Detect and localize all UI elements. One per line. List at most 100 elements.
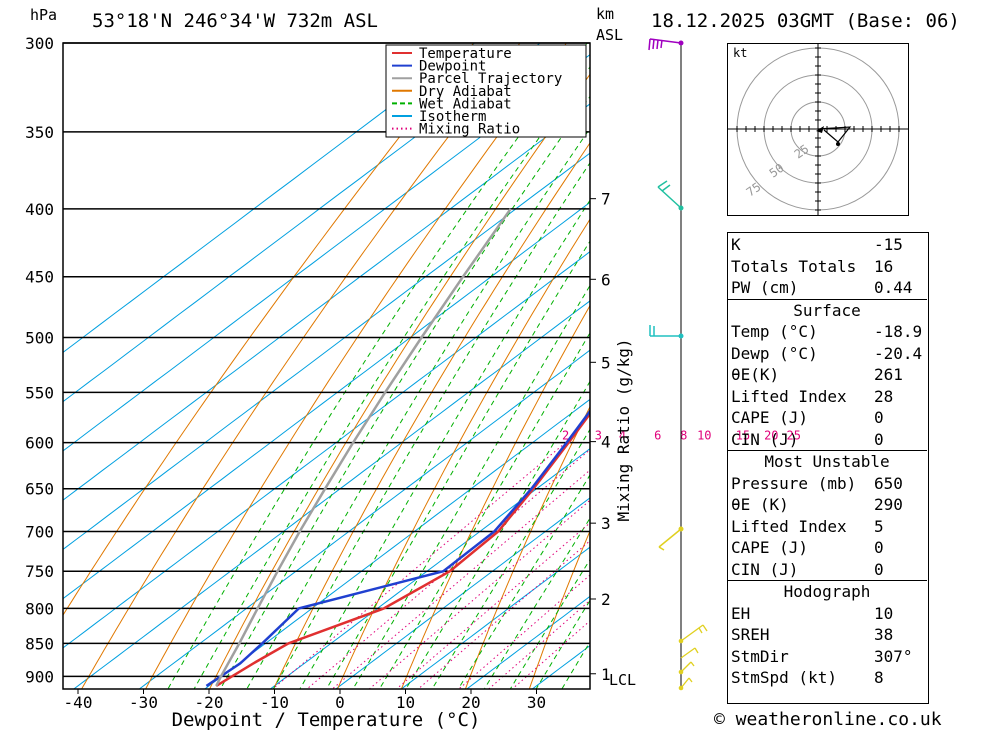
- profile-lines: [205, 208, 590, 687]
- wet-adiabat-line: [167, 43, 588, 689]
- pressure-tick-label: 650: [25, 480, 54, 499]
- index-value: 290: [873, 495, 903, 515]
- surface-row: Temp (°C) -18.9: [727, 321, 927, 343]
- index-value: -15: [873, 235, 903, 255]
- index-label: CIN (J): [731, 559, 799, 579]
- wet-adiabat-line: [405, 380, 590, 689]
- isotherm-line: [73, 300, 590, 689]
- index-value: 650: [873, 473, 903, 493]
- km-label: km: [596, 5, 615, 23]
- mixing-ratio-line: [417, 540, 590, 689]
- x-axis-title: Dewpoint / Temperature (°C): [172, 709, 481, 731]
- index-label: Pressure (mb): [731, 473, 857, 493]
- mixing-ratio-axis-title: Mixing Ratio (g/kg): [614, 338, 633, 521]
- hodo-row: EH 10: [727, 603, 927, 625]
- index-label: K: [731, 235, 741, 255]
- location-title: 53°18'N 246°34'W 732m ASL: [92, 10, 378, 32]
- x-tick-label: 30: [527, 693, 546, 712]
- profile-dewpoint: [205, 409, 590, 687]
- index-value: -18.9: [873, 322, 923, 342]
- pressure-tick-label: 350: [25, 123, 54, 142]
- index-label: Temp (°C): [731, 322, 818, 342]
- legend-label: Temperature: [419, 46, 512, 62]
- x-tick-label: 0: [335, 693, 345, 712]
- hodograph-section-title: Hodograph: [783, 582, 871, 602]
- pressure-tick-label: 750: [25, 562, 54, 581]
- index-label: SREH: [731, 625, 770, 645]
- surface-row: Dewp (°C) -20.4: [727, 343, 927, 365]
- mixing-ratio-line: [272, 442, 566, 689]
- hpa-label: hPa: [30, 6, 58, 24]
- pressure-tick-label: 550: [25, 383, 54, 402]
- storm-motion-point: [836, 142, 840, 146]
- dry-adiabat-line: [528, 529, 590, 689]
- index-label: Lifted Index: [731, 516, 847, 536]
- pressure-tick-label: 900: [25, 667, 54, 686]
- wind-barb-700: [658, 528, 682, 551]
- surface-row: Lifted Index 28: [727, 386, 927, 408]
- mixing-ratio-label: 8: [680, 429, 687, 443]
- hodograph-box: kt 25 50 75: [727, 43, 909, 216]
- index-value: -20.4: [873, 343, 923, 363]
- pressure-tick-label: 600: [25, 434, 54, 453]
- wet-adiabat-line: [352, 284, 590, 689]
- mixing-ratio-label: 15: [736, 429, 750, 443]
- pressure-axis: 300 350 400 450 500 550 600 650 700 750 800 850 900: [25, 34, 54, 686]
- profile-parcel-trajectory: [215, 208, 512, 687]
- isotherm-line: [63, 103, 590, 501]
- isotherm-line: [63, 43, 475, 354]
- km-tick-label: 7: [601, 190, 611, 209]
- wet-adiabat-line: [535, 599, 590, 689]
- isotherm-line: [63, 54, 590, 452]
- mixing-ratio-label: 4: [619, 429, 626, 443]
- index-value: 10: [873, 603, 894, 623]
- mixing-ratio-label: 3: [595, 429, 602, 443]
- index-label: θE(K): [731, 365, 780, 385]
- dry-adiabat-line: [145, 43, 567, 689]
- legend-label: Dry Adiabat: [419, 84, 512, 100]
- index-label: θE (K): [731, 495, 789, 515]
- dry-adiabat-line: [464, 405, 590, 689]
- unstable-row: Lifted Index 5: [727, 516, 927, 538]
- index-row: PW (cm) 0.44: [727, 277, 927, 299]
- wet-adiabat-line: [246, 127, 590, 689]
- km-tick-label: 2: [601, 590, 611, 609]
- background-lines: [63, 43, 590, 689]
- x-tick-label: 20: [461, 693, 480, 712]
- km-tick-label: 5: [601, 353, 611, 372]
- dry-adiabat-line: [337, 218, 590, 689]
- km-tick-label: 6: [601, 270, 611, 289]
- asl-label: ASL: [596, 26, 624, 44]
- lcl-label: LCL: [609, 671, 636, 689]
- pressure-tick-label: 800: [25, 599, 54, 618]
- index-label: PW (cm): [731, 278, 799, 298]
- index-value: 0: [873, 538, 884, 558]
- legend-label: Mixing Ratio: [419, 122, 520, 138]
- wet-adiabat-line: [219, 95, 590, 689]
- index-row: K -15: [727, 234, 927, 256]
- mixing-ratio-label: 25: [786, 429, 800, 443]
- index-value: 307°: [873, 646, 913, 666]
- km-tick-label: 3: [601, 514, 611, 533]
- index-label: CAPE (J): [731, 538, 809, 558]
- index-label: Lifted Index: [731, 386, 847, 406]
- surface-row: CIN (J) 0: [727, 429, 927, 451]
- legend-label: Wet Adiabat: [419, 96, 512, 112]
- wet-adiabat-line: [483, 517, 590, 689]
- hodograph: kt 25 50 75: [728, 44, 908, 215]
- wet-adiabat-line: [509, 558, 590, 689]
- isotherm-line: [270, 448, 590, 689]
- surface-row: θE(K) 261: [727, 364, 927, 386]
- wind-barb-500: [649, 325, 681, 337]
- unstable-row: Pressure (mb) 650: [727, 473, 927, 495]
- index-value: 0: [873, 429, 884, 449]
- mixing-ratio-labels: 2 3 4 6 8 10 15 20 25: [562, 429, 801, 443]
- surface-section-title: Surface: [793, 300, 861, 320]
- isotherm-line: [63, 43, 541, 403]
- pressure-tick-label: 400: [25, 200, 54, 219]
- index-value: 0: [873, 408, 884, 428]
- hodograph-ring-label-25: 25: [792, 142, 812, 162]
- wet-adiabat-line: [299, 199, 590, 689]
- hodograph-trace: [817, 126, 852, 143]
- surface-row: CAPE (J) 0: [727, 407, 927, 429]
